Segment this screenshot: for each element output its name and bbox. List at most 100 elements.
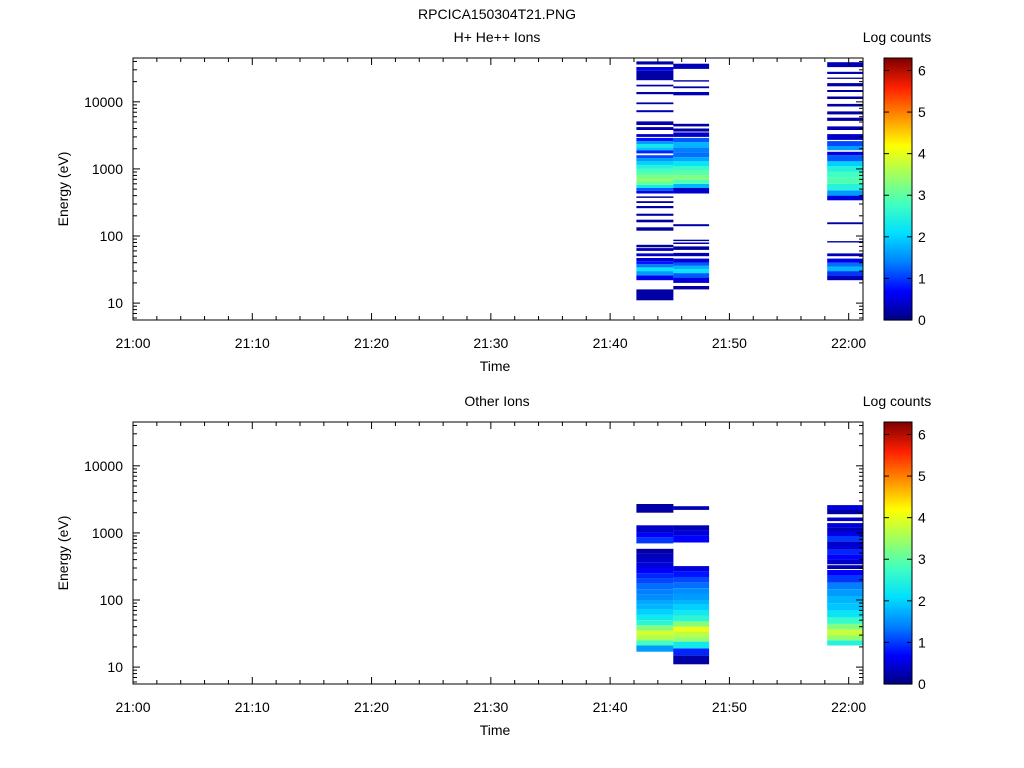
heatmap-cell xyxy=(636,134,674,137)
heatmap-cell xyxy=(673,525,710,531)
colorbar: 0 1 2 3 4 5 6 xyxy=(883,421,926,692)
colorbar-segment xyxy=(884,112,912,116)
heatmap-cells xyxy=(636,504,863,665)
colorbar-segment xyxy=(884,620,912,624)
colorbar-segment xyxy=(884,204,912,208)
colorbar-segment xyxy=(884,566,912,569)
colorbar-segment xyxy=(884,278,912,282)
heatmap-cell xyxy=(636,548,674,554)
colorbar-segment xyxy=(884,679,912,683)
colorbar-segment xyxy=(884,662,912,665)
colorbar-segment xyxy=(884,448,912,451)
colorbar-segment xyxy=(884,149,912,153)
heatmap-cell xyxy=(636,172,674,176)
heatmap-cell xyxy=(673,566,710,572)
colorbar-segment xyxy=(884,546,912,550)
colorbar-segment xyxy=(884,533,912,537)
colorbar-segment xyxy=(884,568,912,572)
heatmap-cell xyxy=(673,641,710,649)
heatmap-cell xyxy=(673,242,710,244)
heatmap-cell xyxy=(636,84,674,87)
colorbar-segment xyxy=(884,655,912,659)
heatmap-cell xyxy=(673,626,710,632)
heatmap-cell xyxy=(636,92,674,95)
colorbar-segment xyxy=(884,123,912,127)
colorbar-tick-label: 5 xyxy=(918,468,926,484)
colorbar-segment xyxy=(884,82,912,85)
heatmap-cell xyxy=(827,603,863,611)
heatmap-cell xyxy=(636,562,674,568)
colorbar-tick-label: 6 xyxy=(918,62,926,78)
colorbar-segment xyxy=(884,215,912,218)
colorbar-segment xyxy=(884,180,912,184)
colorbar-segment xyxy=(884,515,912,519)
colorbar-segment xyxy=(884,309,912,312)
colorbar-segment xyxy=(884,261,912,264)
colorbar-segment xyxy=(884,213,912,216)
colorbar-segment xyxy=(884,539,912,543)
heatmap-cell xyxy=(636,150,674,154)
colorbar-segment xyxy=(884,614,912,617)
colorbar-label: Log counts xyxy=(863,29,932,45)
colorbar-segment xyxy=(884,635,912,639)
colorbar-segment xyxy=(884,616,912,620)
heatmap-cell xyxy=(636,213,674,216)
colorbar-segment xyxy=(884,511,912,515)
colorbar-segment xyxy=(884,256,912,260)
heatmap-cell xyxy=(827,509,863,515)
colorbar-segment xyxy=(884,291,912,295)
colorbar-segment xyxy=(884,463,912,467)
heatmap-cell xyxy=(673,252,710,257)
plot-frame xyxy=(132,421,864,685)
colorbar-segment xyxy=(884,592,912,596)
colorbar-segment xyxy=(884,681,912,685)
colorbar-segment xyxy=(884,269,912,273)
x-tick-label: 21:10 xyxy=(235,335,270,351)
colorbar-segment xyxy=(884,478,912,482)
y-tick-label: 10000 xyxy=(84,94,123,110)
colorbar-segment xyxy=(884,563,912,567)
heatmap-cell xyxy=(636,127,674,130)
colorbar-segment xyxy=(884,241,912,245)
colorbar-segment xyxy=(884,276,912,280)
heatmap-cells xyxy=(636,61,863,301)
colorbar-segment xyxy=(884,474,912,478)
colorbar-segment xyxy=(884,206,912,210)
colorbar-segment xyxy=(884,66,912,70)
colorbar-segment xyxy=(884,134,912,138)
heatmap-cell xyxy=(827,549,863,555)
heatmap-cell xyxy=(636,188,674,191)
colorbar-segment xyxy=(884,62,912,66)
colorbar-segment xyxy=(884,483,912,486)
colorbar-segment xyxy=(884,223,912,227)
heatmap-cell xyxy=(827,527,863,532)
colorbar-segment xyxy=(884,666,912,670)
colorbar-segment xyxy=(884,217,912,221)
colorbar-segment xyxy=(884,182,912,186)
colorbar-segment xyxy=(884,456,912,460)
colorbar-segment xyxy=(884,154,912,157)
colorbar-segment xyxy=(884,138,912,142)
heatmap-cell xyxy=(673,239,710,242)
heatmap-cell xyxy=(673,175,710,180)
heatmap-cell xyxy=(636,614,674,621)
colorbar-segment xyxy=(884,173,912,177)
colorbar-segment xyxy=(884,498,912,502)
colorbar-segment xyxy=(884,315,912,319)
x-tick-label: 22:00 xyxy=(831,699,866,715)
colorbar-segment xyxy=(884,426,912,430)
colorbar-segment xyxy=(884,544,912,548)
colorbar-segment xyxy=(884,601,912,604)
colorbar-segment xyxy=(884,90,912,94)
heatmap-cell xyxy=(636,137,674,142)
colorbar-segment xyxy=(884,285,912,288)
colorbar-segment xyxy=(884,151,912,155)
colorbar-segment xyxy=(884,611,912,615)
colorbar-segment xyxy=(884,274,912,277)
y-axis-label: Energy (eV) xyxy=(55,516,71,591)
colorbar-tick-label: 0 xyxy=(918,676,926,692)
colorbar-segment xyxy=(884,280,912,284)
colorbar-segment xyxy=(884,542,912,545)
heatmap-cell xyxy=(636,573,674,579)
colorbar-tick-label: 4 xyxy=(918,510,926,526)
